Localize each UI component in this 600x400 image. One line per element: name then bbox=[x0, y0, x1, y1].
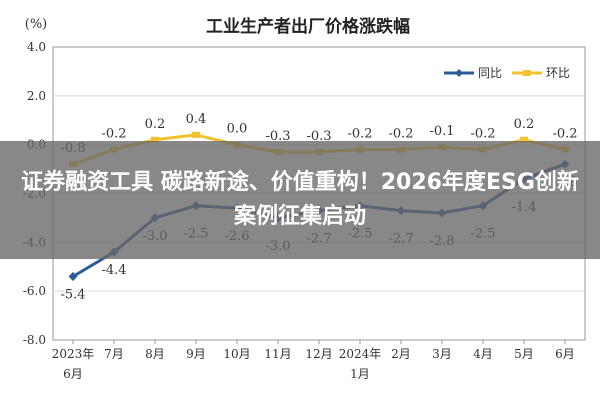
y-tick-label: 4.0 bbox=[27, 40, 46, 54]
series-point bbox=[520, 136, 528, 143]
x-tick-label: 6月 bbox=[63, 367, 83, 381]
x-tick-label: 2023年 bbox=[52, 347, 95, 361]
legend-marker bbox=[523, 70, 531, 76]
series-point bbox=[68, 272, 78, 282]
x-tick-label: 1月 bbox=[350, 367, 370, 381]
legend-label: 环比 bbox=[546, 66, 570, 80]
legend-marker bbox=[455, 69, 463, 77]
series-point bbox=[192, 131, 200, 138]
y-tick-label: 2.0 bbox=[27, 89, 46, 103]
x-tick-label: 9月 bbox=[186, 347, 206, 361]
x-tick-label: 6月 bbox=[555, 347, 575, 361]
data-label: -0.1 bbox=[429, 124, 454, 139]
data-label: -0.2 bbox=[552, 127, 577, 142]
y-tick-label: -6.0 bbox=[23, 284, 46, 298]
series-point bbox=[151, 136, 159, 143]
legend: 同比 环比 bbox=[444, 66, 570, 80]
chart-title: 工业生产者出厂价格涨跌幅 bbox=[206, 16, 410, 37]
x-tick-label: 3月 bbox=[432, 347, 452, 361]
overlay-banner[interactable]: 证券融资工具 碳路新途、价值重构！2026年度ESG创新案例征集启动 bbox=[0, 141, 600, 259]
legend-label: 同比 bbox=[478, 66, 502, 80]
x-tick-label: 4月 bbox=[473, 347, 493, 361]
x-tick-label: 12月 bbox=[305, 347, 332, 361]
banner-text[interactable]: 证券融资工具 碳路新途、价值重构！2026年度ESG创新案例征集启动 bbox=[21, 170, 579, 229]
y-axis-unit: (%) bbox=[25, 17, 48, 32]
y-tick-label: -8.0 bbox=[23, 333, 46, 347]
x-tick-label: 7月 bbox=[104, 347, 124, 361]
data-label: 0.4 bbox=[186, 112, 207, 127]
data-label: 0.0 bbox=[227, 122, 248, 137]
data-label: -5.4 bbox=[60, 288, 85, 303]
data-label: -0.2 bbox=[347, 127, 372, 142]
x-tick-label: 10月 bbox=[223, 347, 250, 361]
data-label: -0.3 bbox=[306, 129, 331, 144]
data-label: 0.2 bbox=[145, 117, 166, 132]
x-tick-label: 2024年 bbox=[339, 347, 382, 361]
x-tick-label: 8月 bbox=[145, 347, 165, 361]
x-tick-label: 11月 bbox=[264, 347, 291, 361]
data-label: -0.2 bbox=[388, 127, 413, 142]
data-label: -0.3 bbox=[265, 129, 290, 144]
x-tick-label: 2月 bbox=[391, 347, 411, 361]
data-label: 0.2 bbox=[514, 117, 535, 132]
x-axis-ticks: 2023年 6月 7月 8月 9月 10月 11月 12月 2024年 1月 2月 3月 4月 5月 6月 bbox=[52, 340, 575, 381]
data-label: -0.2 bbox=[470, 127, 495, 142]
data-label: -4.4 bbox=[101, 263, 126, 278]
x-tick-label: 5月 bbox=[514, 347, 534, 361]
data-label: -0.2 bbox=[101, 127, 126, 142]
